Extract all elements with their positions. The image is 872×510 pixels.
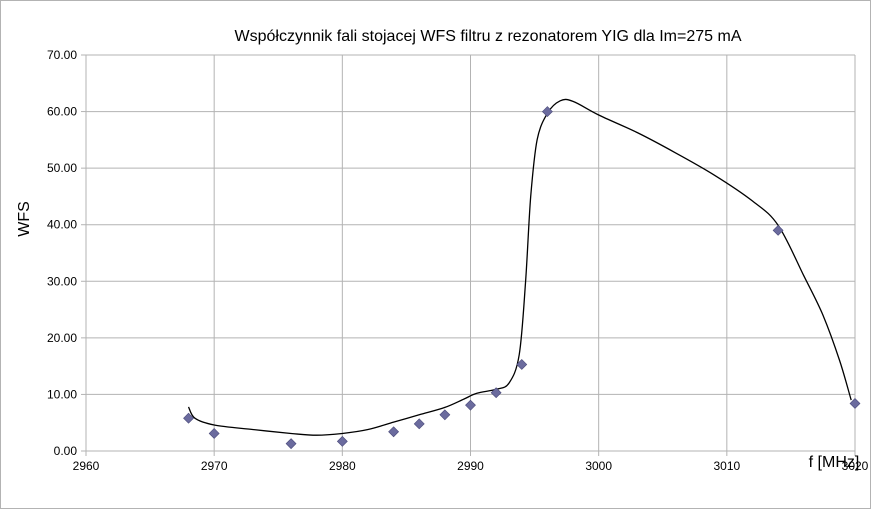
y-tick-label: 10.00 [47,387,77,401]
y-tick-label: 50.00 [47,161,77,175]
y-tick-label: 0.00 [54,444,78,458]
fitted-curve [187,98,852,436]
data-point [541,106,553,117]
grid [81,54,856,456]
y-tick-label: 40.00 [47,218,77,232]
data-points [183,106,861,450]
data-point [285,438,297,450]
x-tick-label: 3020 [842,459,869,473]
y-tick-label: 30.00 [47,274,77,288]
chart-title: Współczynnik fali stojacej WFS filtru z … [235,28,742,45]
y-tick-label: 60.00 [47,105,77,119]
x-tick-label: 2990 [457,459,484,473]
data-point [183,412,194,424]
data-point [439,409,451,421]
data-point [465,399,476,411]
x-tick-label: 2970 [201,459,228,473]
data-point [208,428,220,439]
x-axis-label: f [MHz] [809,454,860,471]
y-tick-label: 70.00 [47,48,77,62]
tick-labels: 0.00 10.00 20.00 30.00 40.00 50.00 60.00 70.00 2… [47,48,869,473]
data-point [336,435,348,447]
data-point [772,224,784,236]
x-tick-label: 3010 [713,459,740,473]
data-point [490,387,502,399]
y-tick-label: 20.00 [47,331,77,345]
x-tick-label: 2980 [329,459,356,473]
y-axis-label: WFS [16,201,33,237]
data-point [849,398,861,409]
smoothed-line [187,98,852,436]
data-point [388,426,400,438]
x-tick-label: 2960 [73,459,100,473]
data-point [413,418,425,430]
x-tick-label: 3000 [585,459,612,473]
data-point [516,359,528,370]
